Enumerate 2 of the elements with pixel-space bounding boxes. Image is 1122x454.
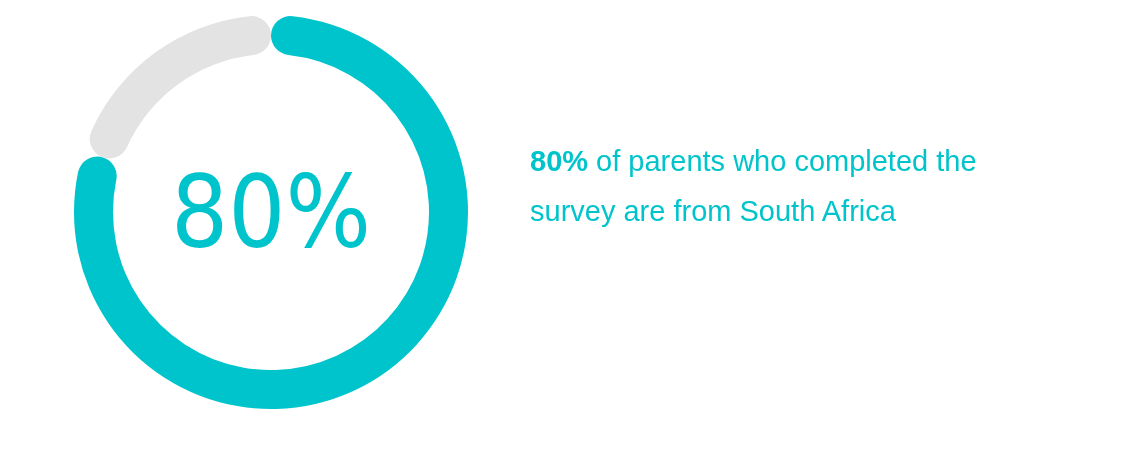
text: 80% of parents who completed the survey are from South Africa <box>530 144 978 229</box>
data-label: 80% <box>171 153 371 271</box>
